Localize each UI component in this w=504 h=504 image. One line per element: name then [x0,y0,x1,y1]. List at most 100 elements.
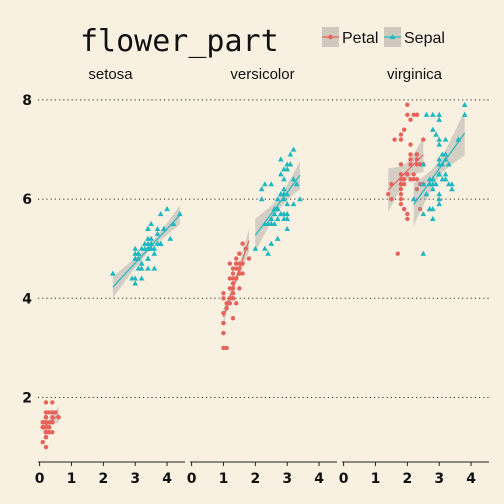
data-point-sepal [167,235,174,241]
data-point-petal [221,296,226,301]
data-point-sepal [154,225,161,231]
data-point-petal [414,112,420,117]
data-point-petal [401,182,407,187]
legend-label: Petal [342,30,378,47]
data-point-sepal [439,151,446,157]
data-point-petal [53,410,58,415]
data-point-sepal [274,196,281,202]
data-point-petal [43,410,49,415]
data-point-sepal [161,225,167,231]
data-point-sepal [154,230,161,236]
legend-marker-circle [328,34,333,40]
data-point-sepal [138,265,145,271]
data-point-petal [398,162,404,167]
data-point-sepal [271,210,278,217]
data-point-sepal [132,255,139,261]
data-point-petal [43,400,49,405]
data-point-petal [401,206,407,212]
x-tick-label: 0 [339,471,349,487]
facet-setosa: setosa 0 1 2 3 4 [35,66,185,487]
data-point-sepal [420,210,427,217]
data-point-petal [408,157,413,162]
facet-label: setosa [88,66,133,83]
data-point-sepal [138,275,145,281]
data-point-petal [43,420,49,425]
data-point-sepal [284,215,291,222]
data-point-sepal [293,181,300,187]
legend-key-sepal [384,27,401,47]
data-point-sepal [258,186,265,192]
data-point-sepal [277,156,284,162]
data-point-sepal [449,186,455,192]
facet-label: virginica [387,66,443,83]
data-point-petal [43,430,49,435]
x-tick-label: 3 [282,471,292,487]
data-point-sepal [461,101,468,107]
plot-area: 2 4 6 8 setosa 0 1 2 3 4 versicolor 0 1 2 3 4 virginica 0… [22,66,490,487]
data-point-sepal [461,111,468,117]
trend-line-sepal [413,132,466,205]
data-point-sepal [436,111,443,117]
data-point-petal [43,434,49,440]
data-point-sepal [420,161,427,167]
data-point-sepal [268,215,275,222]
x-tick-label: 4 [466,471,476,487]
data-point-petal [395,251,400,256]
data-point-petal [392,137,397,142]
data-point-sepal [410,196,417,202]
data-point-petal [237,251,242,256]
data-point-petal [398,186,404,192]
data-point-petal [408,117,413,122]
data-point-petal [414,152,420,157]
data-point-sepal [157,240,164,246]
data-point-sepal [449,181,455,187]
trend-line-petal [222,240,250,317]
data-point-petal [408,142,413,147]
data-point-petal [227,286,233,291]
data-point-sepal [176,210,183,217]
data-point-sepal [148,220,154,226]
data-point-petal [43,444,49,450]
data-point-petal [237,286,242,291]
data-point-petal [234,266,239,271]
data-point-petal [230,266,236,271]
data-point-sepal [145,240,151,246]
data-point-sepal [297,196,303,202]
data-point-petal [389,196,394,202]
data-point-petal [401,127,407,132]
data-point-sepal [426,206,433,212]
trend-line-sepal [254,174,301,236]
data-point-sepal [429,111,436,117]
data-point-sepal [274,215,281,222]
data-point-petal [405,211,410,217]
x-tick-label: 1 [67,471,77,487]
data-point-petal [414,186,420,192]
data-point-sepal [141,245,148,251]
y-tick-label: 2 [22,391,32,407]
data-point-sepal [436,141,443,147]
data-point-sepal [284,201,291,207]
data-point-petal [234,261,239,266]
data-point-petal [398,196,404,202]
data-point-sepal [262,245,268,251]
data-point-sepal [135,250,142,256]
data-point-petal [40,420,45,425]
x-tick-label: 1 [371,471,381,487]
data-point-sepal [281,186,287,192]
data-point-petal [221,330,226,336]
data-point-petal [43,415,49,420]
data-point-sepal [436,171,443,177]
data-point-petal [50,410,55,415]
data-point-petal [411,112,416,117]
data-point-petal [230,271,236,276]
data-point-sepal [132,245,139,251]
legend-key-petal [322,27,339,47]
data-point-sepal [290,176,297,182]
data-point-sepal [132,280,139,286]
data-point-sepal [258,196,265,202]
x-tick-label: 0 [35,471,45,487]
y-tick-label: 8 [22,93,32,109]
data-point-sepal [271,220,278,226]
data-point-sepal [429,126,436,132]
data-point-sepal [436,136,443,142]
